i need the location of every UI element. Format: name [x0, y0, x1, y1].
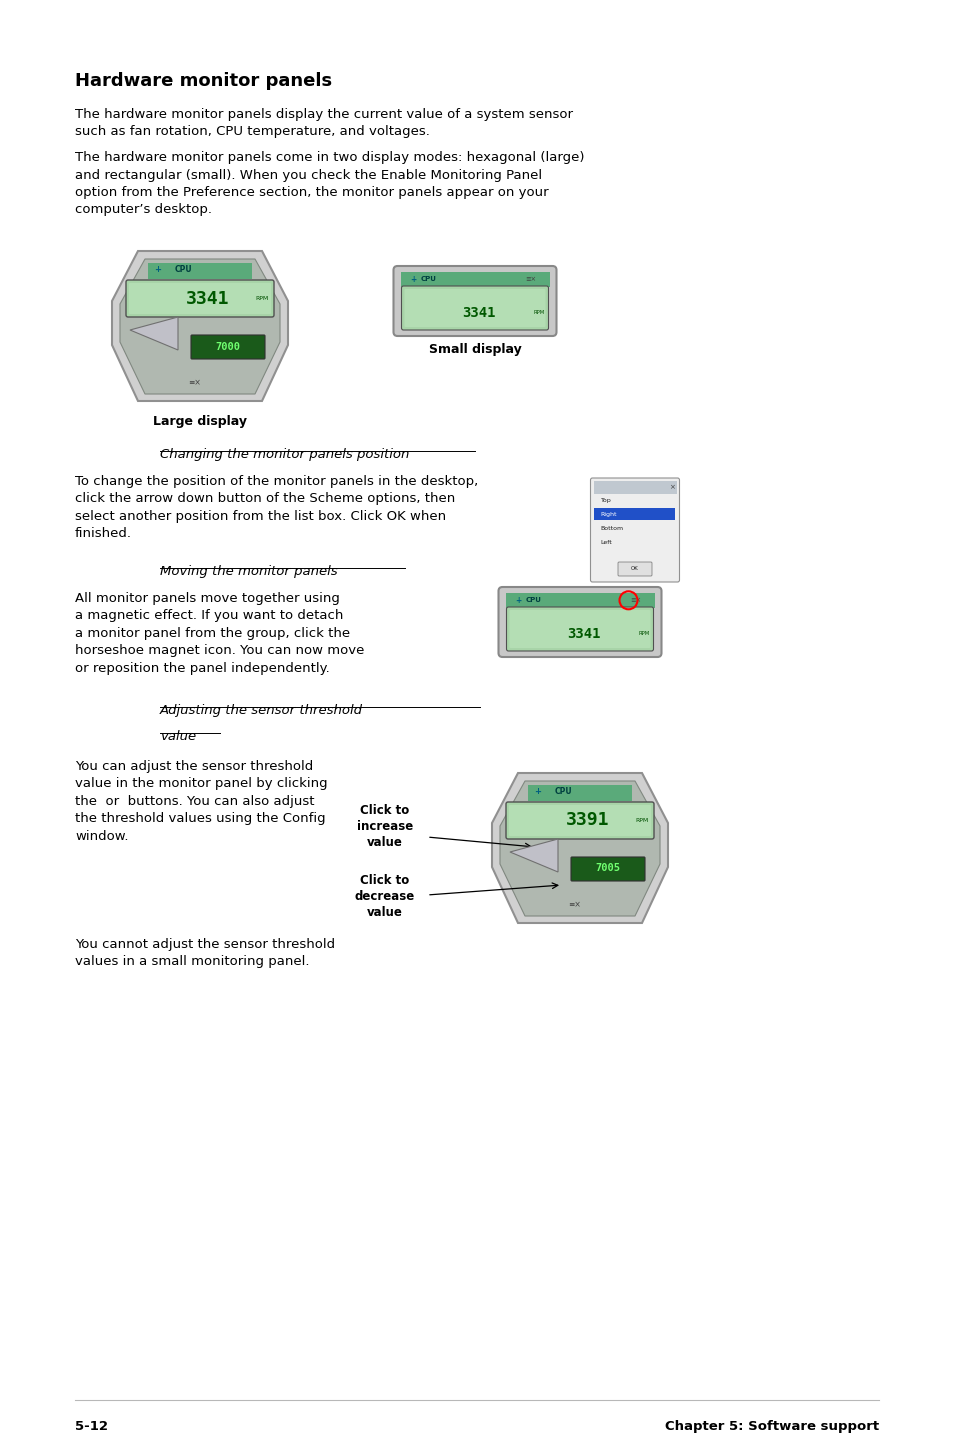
- Text: Right: Right: [599, 512, 617, 516]
- Text: Hardware monitor panels: Hardware monitor panels: [75, 72, 332, 91]
- Text: 3391: 3391: [566, 811, 609, 830]
- Text: Adjusting the sensor threshold: Adjusting the sensor threshold: [160, 705, 367, 718]
- Text: ≡×: ≡×: [189, 378, 201, 387]
- FancyBboxPatch shape: [593, 480, 676, 495]
- FancyBboxPatch shape: [618, 562, 651, 577]
- Text: Changing the monitor panels position: Changing the monitor panels position: [160, 449, 409, 462]
- Polygon shape: [120, 259, 280, 394]
- Text: To change the position of the monitor panels in the desktop,
click the arrow dow: To change the position of the monitor pa…: [75, 475, 477, 541]
- Text: RPM: RPM: [534, 311, 544, 315]
- Text: CPU: CPU: [554, 787, 571, 797]
- Text: +: +: [154, 265, 161, 275]
- Text: 3341: 3341: [462, 306, 496, 321]
- Polygon shape: [510, 838, 558, 871]
- Text: Click to
increase
value: Click to increase value: [356, 804, 413, 850]
- FancyBboxPatch shape: [148, 263, 252, 279]
- Text: Bottom: Bottom: [599, 525, 623, 531]
- FancyBboxPatch shape: [506, 607, 653, 651]
- Text: Click to
decrease
value: Click to decrease value: [355, 874, 415, 919]
- FancyBboxPatch shape: [404, 289, 545, 326]
- FancyBboxPatch shape: [571, 857, 644, 881]
- Polygon shape: [492, 774, 667, 923]
- Text: Left: Left: [599, 539, 612, 545]
- FancyBboxPatch shape: [509, 805, 650, 835]
- Text: +: +: [515, 595, 521, 605]
- Text: ≡×: ≡×: [568, 900, 580, 909]
- FancyBboxPatch shape: [191, 335, 265, 360]
- Text: Chapter 5: Software support: Chapter 5: Software support: [664, 1419, 878, 1434]
- Text: The hardware monitor panels display the current value of a system sensor
such as: The hardware monitor panels display the …: [75, 108, 573, 138]
- FancyBboxPatch shape: [393, 266, 556, 336]
- Polygon shape: [130, 316, 178, 349]
- Text: 7000: 7000: [215, 341, 240, 351]
- Text: Top: Top: [599, 498, 611, 502]
- FancyBboxPatch shape: [590, 477, 679, 582]
- Text: Large display: Large display: [152, 416, 247, 429]
- Text: Moving the monitor panels: Moving the monitor panels: [160, 565, 337, 578]
- Text: CPU: CPU: [525, 597, 540, 604]
- FancyBboxPatch shape: [401, 286, 548, 329]
- FancyBboxPatch shape: [505, 802, 654, 838]
- Text: ≡×: ≡×: [629, 597, 640, 604]
- Text: ×: ×: [668, 485, 674, 490]
- Text: CPU: CPU: [420, 276, 436, 282]
- FancyBboxPatch shape: [498, 587, 660, 657]
- Text: RPM: RPM: [639, 631, 649, 637]
- Text: The hardware monitor panels come in two display modes: hexagonal (large)
and rec: The hardware monitor panels come in two …: [75, 151, 584, 217]
- FancyBboxPatch shape: [594, 508, 675, 521]
- FancyBboxPatch shape: [129, 283, 271, 313]
- Text: OK: OK: [631, 567, 639, 571]
- FancyBboxPatch shape: [126, 280, 274, 316]
- Text: You can adjust the sensor threshold
value in the monitor panel by clicking
the  : You can adjust the sensor threshold valu…: [75, 761, 327, 843]
- Text: RPM: RPM: [635, 818, 648, 823]
- Text: CPU: CPU: [174, 265, 192, 275]
- Text: RPM: RPM: [255, 296, 269, 301]
- Text: All monitor panels move together using
a magnetic effect. If you want to detach
: All monitor panels move together using a…: [75, 592, 364, 674]
- Text: +: +: [534, 787, 541, 797]
- Text: 3341: 3341: [186, 289, 230, 308]
- Polygon shape: [112, 252, 288, 401]
- Text: 3341: 3341: [567, 627, 600, 641]
- Text: 7005: 7005: [595, 863, 619, 873]
- Text: You cannot adjust the sensor threshold
values in a small monitoring panel.: You cannot adjust the sensor threshold v…: [75, 938, 335, 969]
- FancyBboxPatch shape: [527, 785, 631, 801]
- Polygon shape: [499, 781, 659, 916]
- Text: +: +: [410, 275, 416, 283]
- Text: value: value: [160, 731, 196, 743]
- Text: ≡×: ≡×: [524, 276, 536, 282]
- FancyBboxPatch shape: [505, 592, 654, 608]
- FancyBboxPatch shape: [509, 610, 650, 649]
- Text: Small display: Small display: [428, 344, 521, 357]
- Text: 5-12: 5-12: [75, 1419, 108, 1434]
- FancyBboxPatch shape: [400, 272, 549, 288]
